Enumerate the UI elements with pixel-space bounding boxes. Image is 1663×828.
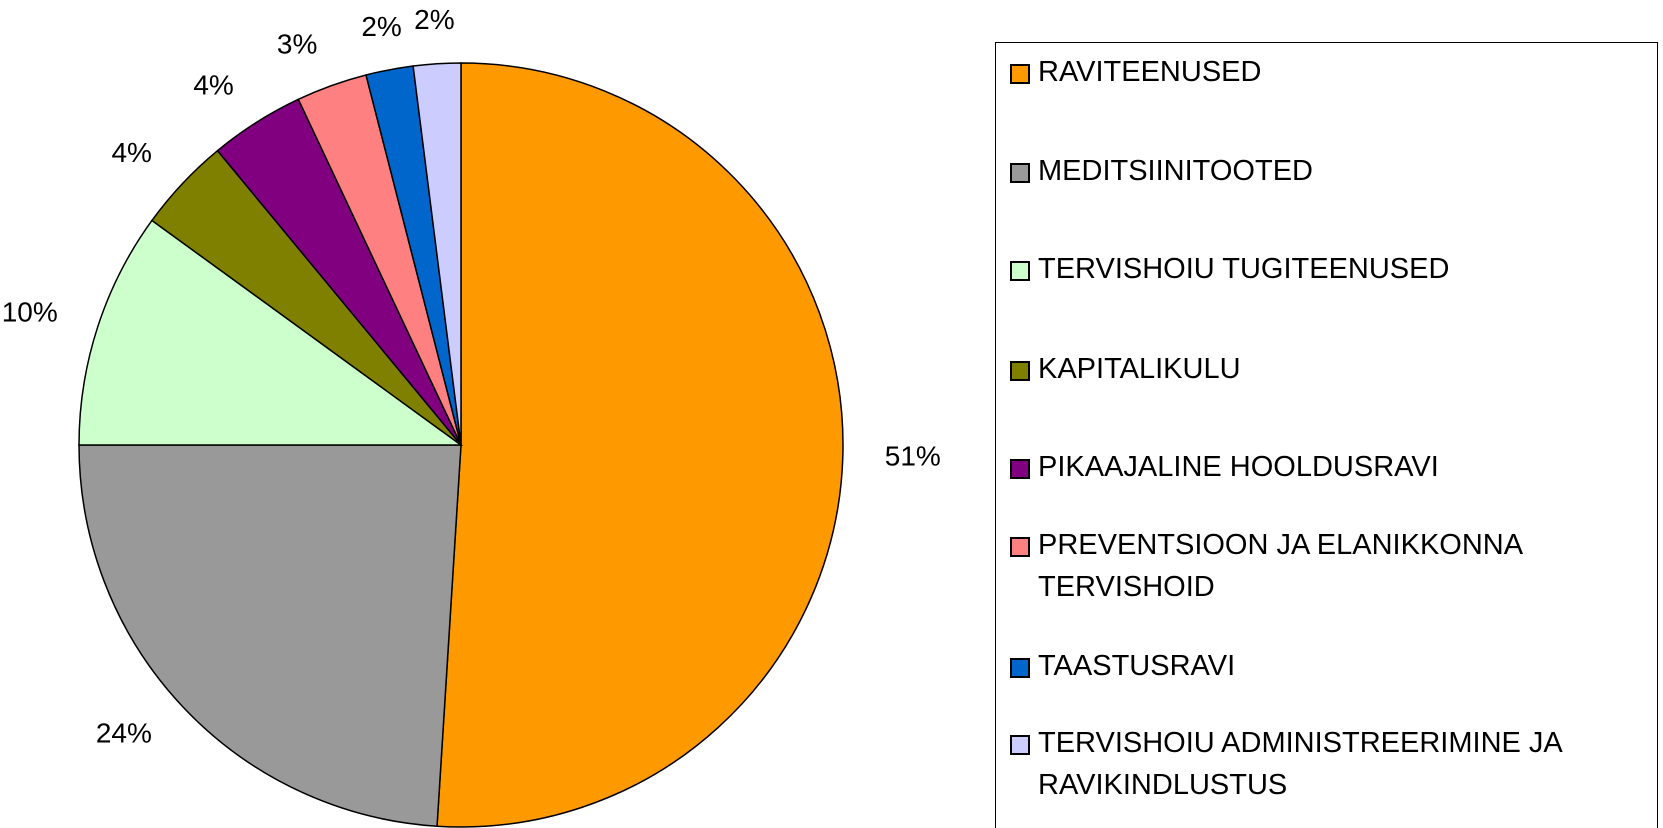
chart: 51% 24% 10% 4% 4% 3% 2% 2% xyxy=(2,4,941,828)
legend-entry: RAVITEENUSED xyxy=(1010,51,1640,93)
legend-swatch xyxy=(1010,361,1030,381)
data-label: 2% xyxy=(361,11,401,42)
legend-label: TAASTUSRAVI xyxy=(1038,650,1236,682)
legend-label: TERVISHOIU ADMINISTREERIMINE JA RAVIKIND… xyxy=(1038,727,1562,801)
legend-entry: MEDITSIINITOOTED xyxy=(1010,150,1640,192)
legend-entry: TAASTUSRAVI xyxy=(1010,645,1640,687)
legend-label: MEDITSIINITOOTED xyxy=(1038,155,1313,187)
data-label: 3% xyxy=(277,28,317,59)
legend-entry: KAPITALIKULU xyxy=(1010,348,1640,390)
legend-entry: TERVISHOIU TUGITEENUSED xyxy=(1010,248,1640,290)
legend-swatch xyxy=(1010,735,1030,755)
data-label: 4% xyxy=(193,69,233,100)
pie-slice xyxy=(78,444,462,828)
legend-label: KAPITALIKULU xyxy=(1038,353,1241,385)
legend-entry: PIKAAJALINE HOOLDUSRAVI xyxy=(1010,446,1640,488)
data-label: 10% xyxy=(2,296,58,327)
legend-swatch xyxy=(1010,537,1030,557)
pie-slice xyxy=(412,62,462,446)
data-label: 4% xyxy=(111,137,151,168)
pie-slice xyxy=(78,219,464,446)
legend: RAVITEENUSED MEDITSIINITOOTED TERVISHOIU T… xyxy=(995,42,1658,828)
legend-swatch xyxy=(1010,64,1030,84)
legend-label: PIKAAJALINE HOOLDUSRAVI xyxy=(1038,451,1439,483)
legend-entry: PREVENTSIOON JA ELANIKKONNA TERVISHOID xyxy=(1010,524,1640,608)
legend-swatch xyxy=(1010,163,1030,183)
data-label: 2% xyxy=(414,4,454,35)
pie-slice xyxy=(436,62,844,828)
legend-label: TERVISHOIU TUGITEENUSED xyxy=(1038,253,1450,285)
legend-label: PREVENTSIOON JA ELANIKKONNA TERVISHOID xyxy=(1038,529,1522,603)
legend-label: RAVITEENUSED xyxy=(1038,56,1262,88)
data-label: 51% xyxy=(885,441,941,472)
data-label: 24% xyxy=(96,718,152,749)
legend-swatch xyxy=(1010,459,1030,479)
legend-swatch xyxy=(1010,261,1030,281)
legend-entry: TERVISHOIU ADMINISTREERIMINE JA RAVIKIND… xyxy=(1010,722,1640,806)
legend-swatch xyxy=(1010,658,1030,678)
